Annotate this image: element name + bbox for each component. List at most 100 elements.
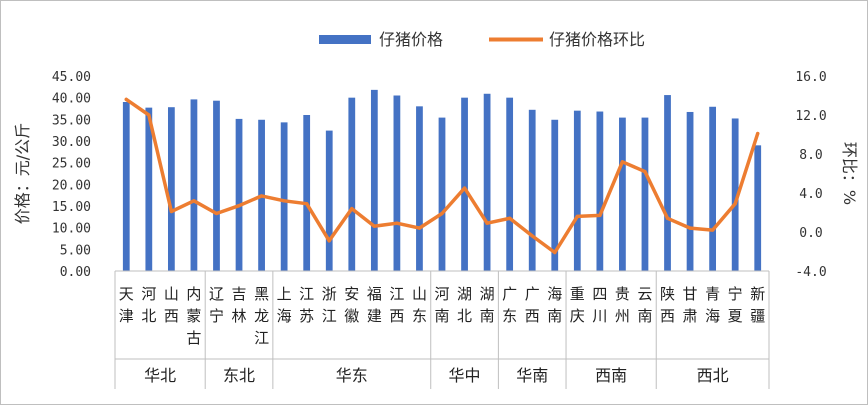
category-label: 西 xyxy=(389,307,404,325)
line-point xyxy=(214,211,219,216)
left-tick-label: 10.00 xyxy=(52,222,91,237)
line-point xyxy=(259,194,264,198)
line-point xyxy=(395,221,399,225)
category-label: 海 xyxy=(547,285,562,303)
line-point xyxy=(305,202,309,206)
line-point xyxy=(688,226,692,230)
category-label: 蒙 xyxy=(186,307,201,325)
category-label: 北 xyxy=(141,307,156,325)
category-label: 浙 xyxy=(322,285,337,303)
category-label: 陕 xyxy=(660,285,675,303)
bar xyxy=(325,130,333,271)
right-tick-label: 4.0 xyxy=(799,187,822,202)
bar xyxy=(393,95,401,271)
category-label: 龙 xyxy=(254,307,269,325)
legend-line-label: 仔猪价格环比 xyxy=(549,30,645,49)
category-label: 古 xyxy=(186,329,201,347)
category-label: 南 xyxy=(547,307,562,325)
bar xyxy=(235,118,243,272)
line-point xyxy=(350,207,354,211)
category-label: 四 xyxy=(592,285,607,303)
category-label: 安 xyxy=(344,285,359,303)
bar xyxy=(416,106,423,271)
line-point xyxy=(485,221,489,225)
right-tick-label: 16.0 xyxy=(795,70,826,85)
category-label: 苏 xyxy=(299,307,314,325)
category-label: 福 xyxy=(367,285,382,303)
bar xyxy=(483,93,491,272)
category-label: 河 xyxy=(141,285,156,303)
category-label: 南 xyxy=(480,307,495,325)
category-label: 天 xyxy=(119,285,134,303)
category-label: 林 xyxy=(232,307,247,325)
bar xyxy=(438,117,446,271)
category-label: 庆 xyxy=(570,307,585,325)
category-label: 山 xyxy=(412,285,427,303)
left-tick-label: 20.00 xyxy=(52,178,91,193)
line-point xyxy=(711,228,715,232)
bar xyxy=(190,99,198,272)
category-label: 广 xyxy=(525,285,540,303)
bar xyxy=(619,117,626,271)
bar xyxy=(686,111,694,271)
right-tick-label: 8.0 xyxy=(799,148,822,163)
category-label: 重 xyxy=(570,285,585,303)
legend-bar-swatch xyxy=(319,35,371,44)
left-tick-label: 5.00 xyxy=(60,243,91,258)
line-point xyxy=(733,202,737,206)
category-label: 广 xyxy=(502,285,517,303)
category-label: 南 xyxy=(434,307,449,325)
line-point xyxy=(440,211,444,216)
category-label: 上 xyxy=(277,285,292,303)
category-label: 吉 xyxy=(232,285,247,303)
category-label: 南 xyxy=(637,307,652,325)
line-point xyxy=(192,199,196,203)
region-label: 华中 xyxy=(449,366,481,385)
bar xyxy=(348,97,356,272)
bar xyxy=(731,118,739,271)
left-tick-label: 35.00 xyxy=(52,113,91,128)
category-label: 州 xyxy=(615,307,630,325)
bar xyxy=(280,122,288,271)
category-label: 山 xyxy=(164,285,179,303)
category-label: 贵 xyxy=(615,285,630,303)
line-point xyxy=(372,224,376,228)
category-label: 川 xyxy=(592,307,607,325)
category-label: 甘 xyxy=(683,285,698,303)
line-point xyxy=(282,199,286,203)
bar xyxy=(167,107,175,271)
category-label: 北 xyxy=(457,307,472,325)
right-axis-title: 环比：% xyxy=(840,142,859,205)
region-label: 西南 xyxy=(595,366,627,385)
bar xyxy=(754,145,762,271)
category-label: 湖 xyxy=(457,285,472,303)
line-point xyxy=(530,234,534,238)
bar xyxy=(506,97,514,272)
region-label: 西北 xyxy=(697,366,729,385)
left-axis-title: 价格：元/公斤 xyxy=(13,123,32,224)
region-label: 华东 xyxy=(336,366,368,385)
line-point xyxy=(417,226,422,230)
bar xyxy=(303,115,311,271)
bar xyxy=(370,89,378,271)
bar xyxy=(213,100,220,271)
category-label: 江 xyxy=(322,307,337,325)
line-point xyxy=(665,216,670,220)
category-label: 江 xyxy=(389,285,404,303)
line-point xyxy=(508,216,512,220)
bar xyxy=(551,119,559,272)
category-label: 夏 xyxy=(728,307,743,325)
category-label: 肃 xyxy=(683,307,698,325)
bar xyxy=(664,95,671,271)
line-point xyxy=(575,214,579,218)
bar xyxy=(709,106,717,272)
line-point xyxy=(327,239,331,243)
category-label: 湖 xyxy=(480,285,495,303)
left-tick-label: 45.00 xyxy=(52,70,91,85)
left-tick-label: 25.00 xyxy=(52,157,91,172)
bar xyxy=(573,110,581,272)
category-label: 青 xyxy=(705,285,720,303)
left-tick-label: 30.00 xyxy=(52,135,91,150)
line-point xyxy=(124,97,128,101)
category-label: 新 xyxy=(750,285,765,303)
